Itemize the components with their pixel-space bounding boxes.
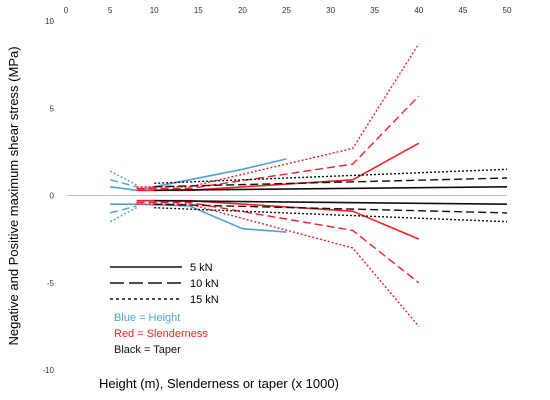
series-line-taper-5kn-negative: [154, 199, 508, 205]
series-line-slenderness-10kn-positive: [136, 95, 420, 190]
x-tick-label: 45: [458, 6, 467, 15]
y-axis-ticks: 10 5 0 -5 -10: [42, 17, 54, 375]
x-tick-label: 30: [326, 6, 335, 15]
legend-group-label: Black = Taper: [114, 344, 181, 356]
legend-label: 5 kN: [190, 262, 213, 274]
series-line-height-5kn-negative: [110, 203, 287, 233]
x-axis-ticks: 0 5 10 15 20 25 30 35 40 45 50: [64, 6, 512, 15]
x-tick-label: 20: [238, 6, 247, 15]
series-line-taper-15kn-negative: [154, 207, 508, 223]
x-tick-label: 5: [108, 6, 113, 15]
series-line-taper-5kn-positive: [154, 186, 508, 192]
legend-group-label: Red = Slenderness: [114, 328, 208, 340]
x-axis-label: Height (m), Slenderness or taper (x 1000…: [99, 376, 339, 391]
y-tick-label: 0: [50, 192, 55, 201]
y-axis-label: Negative and Positive maximum shear stre…: [6, 46, 21, 345]
x-tick-label: 10: [150, 6, 159, 15]
series-line-taper-10kn-negative: [154, 203, 508, 214]
series-line-slenderness-15kn-negative: [136, 203, 420, 327]
series-line-height-5kn-positive: [109, 158, 287, 192]
y-tick-label: 10: [45, 17, 54, 26]
y-tick-label: 5: [50, 104, 55, 113]
x-tick-label: 40: [414, 6, 423, 15]
series-line-slenderness-15kn-positive: [136, 43, 420, 188]
x-tick-label: 15: [194, 6, 203, 15]
legend-label: 15 kN: [190, 294, 219, 306]
series-line-taper-10kn-positive: [154, 177, 508, 188]
y-tick-label: -10: [42, 366, 54, 375]
legend-group-label: Blue = Height: [114, 312, 180, 324]
series-line-slenderness-5kn-negative: [136, 199, 420, 240]
x-tick-label: 25: [282, 6, 291, 15]
x-tick-label: 50: [503, 6, 512, 15]
legend: 5 kN 10 kN 15 kN Blue = Height Red = Slender…: [110, 262, 219, 356]
series-line-height-15kn-negative: [109, 207, 137, 223]
plot-series: [109, 43, 508, 327]
x-tick-label: 0: [64, 6, 69, 15]
y-tick-label: -5: [47, 279, 55, 288]
series-line-slenderness-10kn-negative: [136, 201, 420, 284]
series-line-height-10kn-negative: [109, 205, 137, 214]
series-line-taper-15kn-positive: [154, 168, 508, 184]
legend-label: 10 kN: [190, 278, 219, 290]
series-line-height-15kn-positive: [109, 170, 137, 186]
series-line-height-10kn-positive: [109, 179, 137, 188]
x-tick-label: 35: [370, 6, 379, 15]
